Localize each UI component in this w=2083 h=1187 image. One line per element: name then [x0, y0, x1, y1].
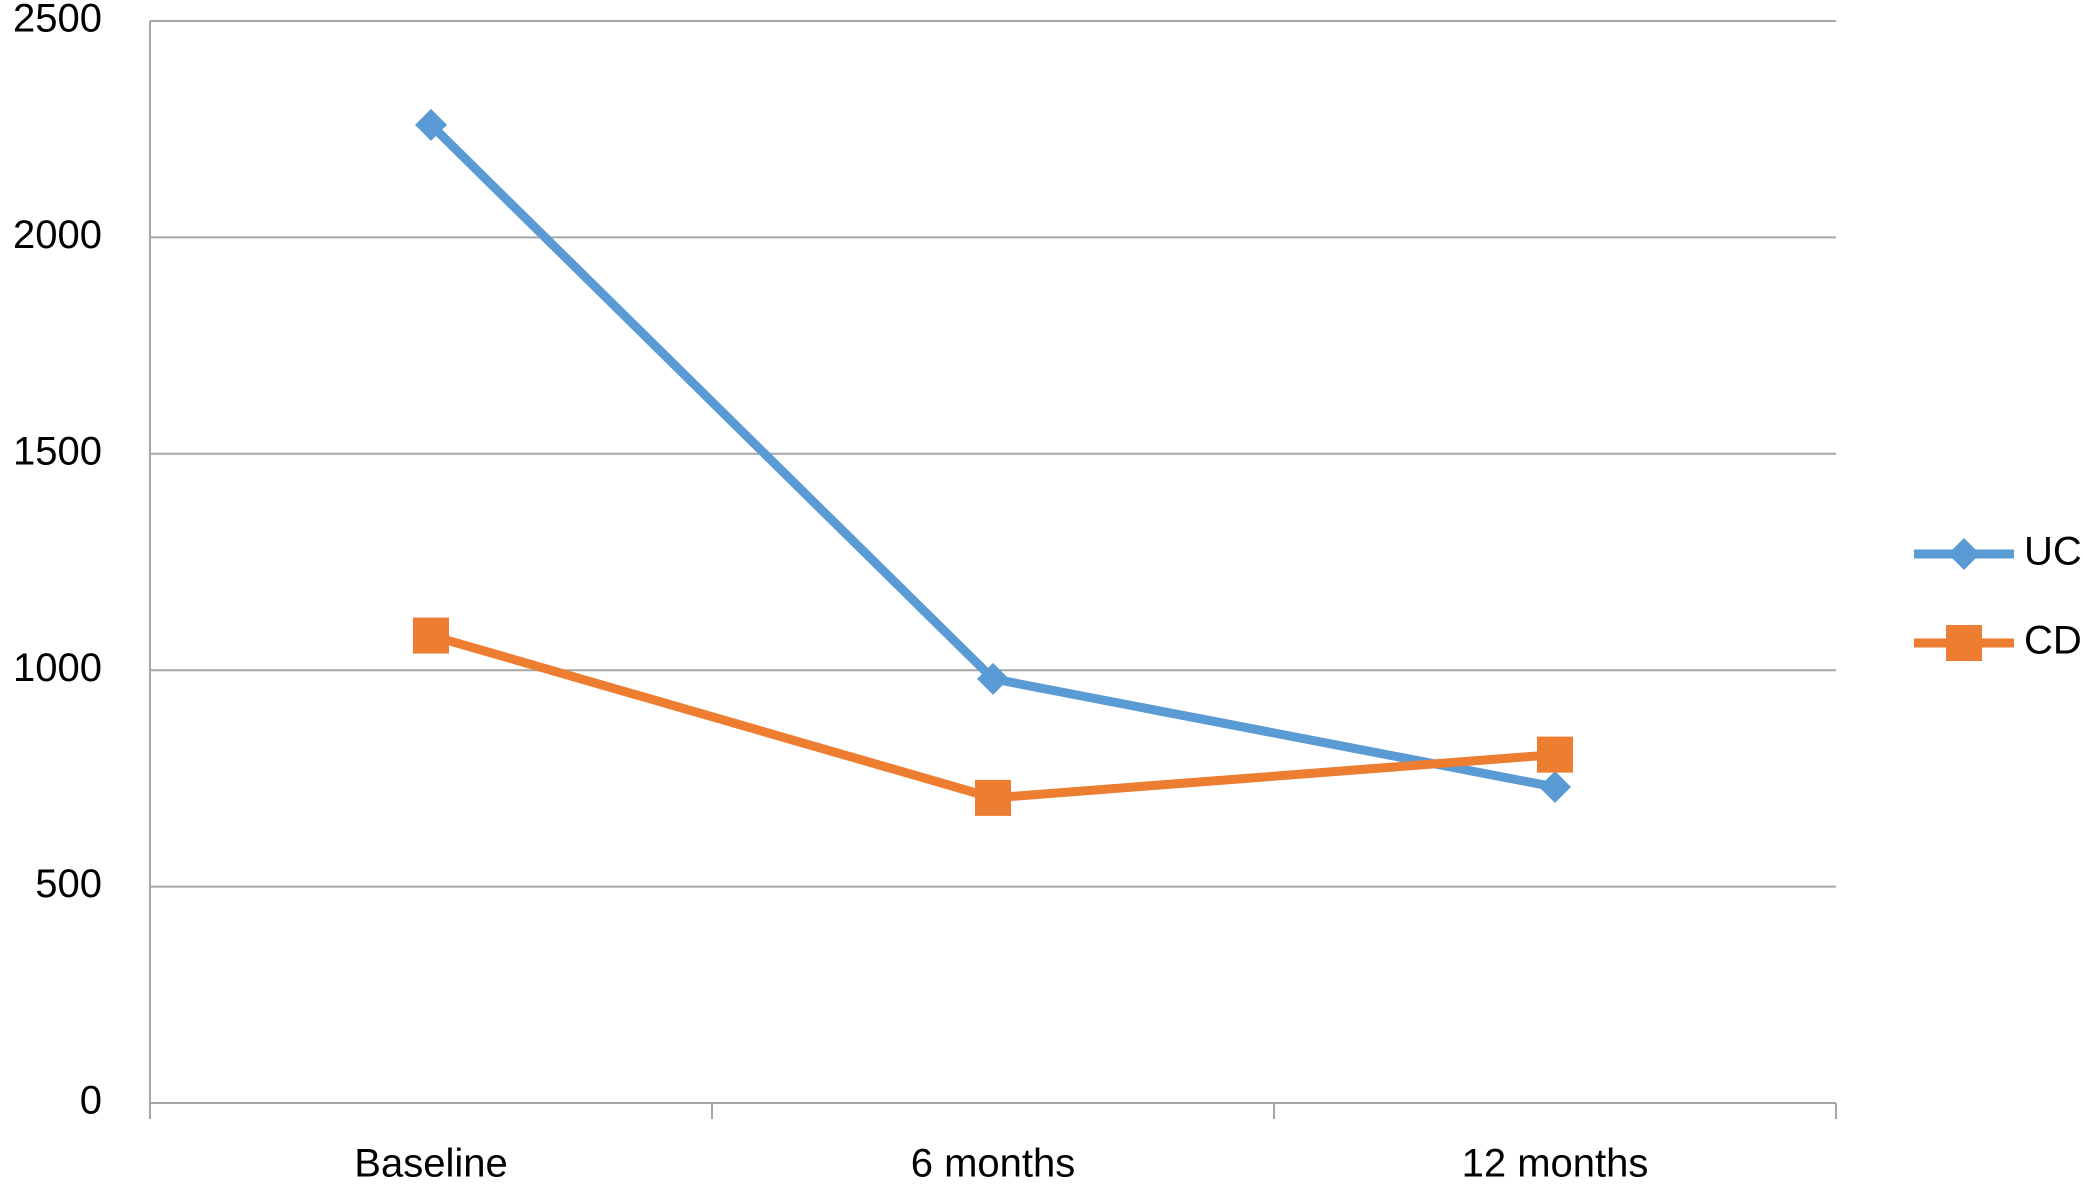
y-tick-label: 0 — [80, 1079, 102, 1123]
y-tick-label: 500 — [35, 862, 102, 906]
series-line — [429, 631, 1556, 803]
y-tick-label: 1500 — [13, 429, 102, 473]
y-tick-label: 1000 — [13, 646, 102, 690]
legend-marker — [1948, 538, 1980, 570]
x-tick-label: Baseline — [354, 1142, 507, 1186]
y-tick-label: 2500 — [13, 0, 102, 41]
legend-marker — [1946, 625, 1982, 661]
data-point — [1539, 771, 1571, 804]
data-point — [1537, 736, 1573, 773]
y-tick-label: 2000 — [13, 213, 102, 257]
legend-label: CD — [2024, 619, 2082, 663]
legend-label: UC — [2024, 530, 2082, 574]
x-tick-label: 6 months — [911, 1142, 1076, 1186]
data-point — [413, 617, 449, 654]
data-point — [415, 108, 447, 141]
data-point — [975, 779, 1011, 816]
data-point — [977, 662, 1009, 695]
x-tick-label: 12 months — [1462, 1142, 1649, 1186]
